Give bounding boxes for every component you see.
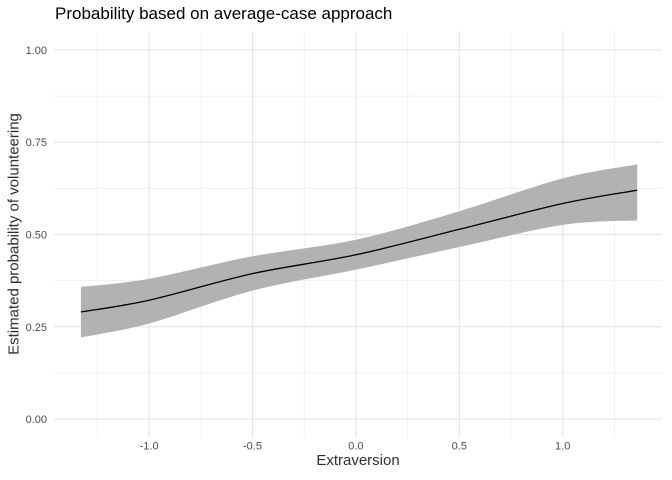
x-tick-label: -1.0: [140, 441, 159, 453]
y-tick-label: 0.00: [26, 414, 47, 426]
fit-line: [80, 189, 638, 313]
y-tick-label: 0.50: [26, 230, 47, 242]
confidence-ribbon: [80, 164, 638, 338]
x-tick-label: 0.5: [452, 441, 467, 453]
x-tick-label: -0.5: [243, 441, 262, 453]
y-tick-label: 1.00: [26, 45, 47, 57]
x-tick-label: 0.0: [348, 441, 363, 453]
y-tick-label: 0.75: [26, 137, 47, 149]
x-tick-label: 1.0: [555, 441, 570, 453]
y-tick-label: 0.25: [26, 322, 47, 334]
x-axis-title: Extraversion: [316, 452, 400, 469]
chart-title: Probability based on average-case approa…: [55, 4, 393, 23]
